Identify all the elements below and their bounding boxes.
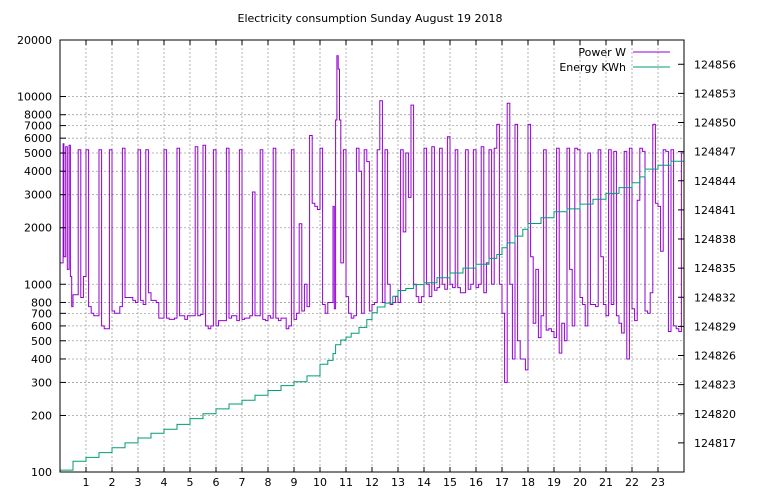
legend-label: Power W — [578, 46, 626, 59]
grid — [60, 40, 684, 472]
chart-title: Electricity consumption Sunday August 19… — [238, 12, 503, 25]
x-tick-label: 2 — [109, 476, 116, 489]
x-tick-label: 15 — [443, 476, 457, 489]
y-tick-label: 5000 — [24, 147, 52, 160]
y2-tick-label: 124817 — [694, 437, 736, 450]
y2-tick-label: 124847 — [694, 146, 736, 159]
ticks-layer: 1 2 3 4 5 6 7 8 9 10 11 12 13 14 15 16 17 18 19 20 21 22 23100… — [17, 34, 736, 489]
x-tick-label: 22 — [625, 476, 639, 489]
x-tick-label: 23 — [651, 476, 665, 489]
y-tick-label: 8000 — [24, 109, 52, 122]
x-tick-label: 5 — [187, 476, 194, 489]
y-tick-label: 2000 — [24, 222, 52, 235]
y2-tick-label: 124850 — [694, 117, 736, 130]
x-tick-label: 8 — [265, 476, 272, 489]
x-tick-label: 10 — [313, 476, 327, 489]
y-tick-label: 1000 — [24, 278, 52, 291]
x-tick-label: 18 — [521, 476, 535, 489]
x-tick-label: 13 — [391, 476, 405, 489]
y2-tick-label: 124853 — [694, 87, 736, 100]
y2-tick-label: 124823 — [694, 379, 736, 392]
y-tick-label: 3000 — [24, 189, 52, 202]
y2-tick-label: 124841 — [694, 204, 736, 217]
series-layer — [60, 55, 685, 471]
y2-tick-label: 124838 — [694, 233, 736, 246]
y-tick-label: 100 — [31, 466, 52, 479]
y-tick-label: 10000 — [17, 91, 52, 104]
y-tick-label: 300 — [31, 376, 52, 389]
y2-tick-label: 124844 — [694, 175, 736, 188]
x-tick-label: 6 — [213, 476, 220, 489]
x-tick-label: 1 — [83, 476, 90, 489]
y-tick-label: 800 — [31, 296, 52, 309]
y-tick-label: 700 — [31, 307, 52, 320]
y2-tick-label: 124829 — [694, 320, 736, 333]
x-tick-label: 14 — [417, 476, 431, 489]
y2-tick-label: 124835 — [694, 262, 736, 275]
legend-label: Energy KWh — [559, 61, 626, 74]
y-tick-label: 500 — [31, 335, 52, 348]
x-tick-label: 11 — [339, 476, 353, 489]
y-tick-label: 200 — [31, 409, 52, 422]
series-line-power — [60, 55, 684, 383]
x-tick-label: 3 — [135, 476, 142, 489]
y-tick-label: 600 — [31, 320, 52, 333]
x-tick-label: 16 — [469, 476, 483, 489]
y2-tick-label: 124832 — [694, 291, 736, 304]
y-tick-label: 6000 — [24, 132, 52, 145]
y-tick-label: 7000 — [24, 120, 52, 133]
x-tick-label: 12 — [365, 476, 379, 489]
y2-tick-label: 124856 — [694, 58, 736, 71]
x-tick-label: 20 — [573, 476, 587, 489]
y-tick-label: 4000 — [24, 165, 52, 178]
y2-tick-label: 124820 — [694, 408, 736, 421]
series-line-energy — [60, 159, 685, 471]
x-tick-label: 19 — [547, 476, 561, 489]
x-tick-label: 9 — [291, 476, 298, 489]
x-tick-label: 17 — [495, 476, 509, 489]
y2-tick-label: 124826 — [694, 350, 736, 363]
x-tick-label: 21 — [599, 476, 613, 489]
y-tick-label: 400 — [31, 353, 52, 366]
legend: Power W Energy KWh — [559, 46, 670, 74]
y-tick-label: 20000 — [17, 34, 52, 47]
x-tick-label: 4 — [161, 476, 168, 489]
x-tick-label: 7 — [239, 476, 246, 489]
